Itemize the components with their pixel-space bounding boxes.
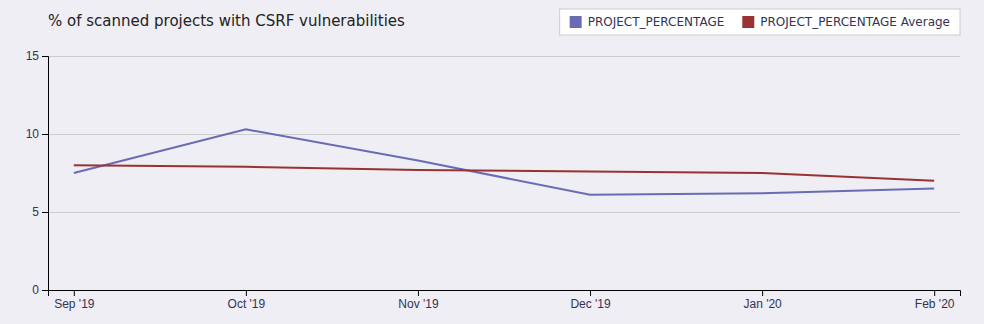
- y-tick-mark: [42, 290, 48, 291]
- y-tick-label: 5: [32, 205, 39, 219]
- x-tick-mark: [246, 290, 247, 296]
- grid-tick: [48, 212, 960, 213]
- grid-tick: [48, 134, 960, 135]
- legend-label: PROJECT_PERCENTAGE: [588, 15, 725, 29]
- chart-container: 0 5 10 15 Sep '19 Oct '19 Nov '19 Dec '19 Jan '2…: [0, 0, 984, 324]
- grid-tick: [48, 56, 960, 57]
- x-tick-label: Feb '20: [915, 297, 955, 311]
- y-tick-mark: [42, 56, 48, 57]
- x-tick: Feb '20: [915, 290, 955, 311]
- y-axis: 0 5 10 15: [26, 49, 49, 297]
- y-tick-mark: [42, 134, 48, 135]
- grid-line: [48, 134, 960, 135]
- chart-svg: 0 5 10 15 Sep '19 Oct '19 Nov '19 Dec '19 Jan '2…: [0, 0, 984, 324]
- x-tick-label: Jan '20: [743, 297, 782, 311]
- y-tick: 10: [26, 127, 48, 141]
- x-tick: Jan '20: [743, 290, 782, 311]
- plot-area: [74, 129, 934, 195]
- y-tick-label: 10: [26, 127, 40, 141]
- y-tick: 5: [32, 205, 48, 219]
- y-tick: 15: [26, 49, 48, 63]
- legend-frame: [560, 9, 960, 35]
- y-tick-mark: [42, 212, 48, 213]
- x-tick: Nov '19: [398, 290, 439, 311]
- x-tick-label: Sep '19: [54, 297, 95, 311]
- x-tick-label: Oct '19: [228, 297, 266, 311]
- legend-item: PROJECT_PERCENTAGE Average: [742, 15, 950, 29]
- y-tick: 0: [32, 283, 48, 297]
- x-tick-label: Dec '19: [570, 297, 611, 311]
- series-line: [74, 129, 934, 195]
- legend: PROJECT_PERCENTAGE PROJECT_PERCENTAGE Ave…: [560, 9, 960, 35]
- legend-label: PROJECT_PERCENTAGE Average: [760, 15, 950, 29]
- grid: [48, 57, 960, 291]
- x-tick-label: Nov '19: [398, 297, 439, 311]
- background: [0, 0, 984, 324]
- legend-item: PROJECT_PERCENTAGE: [570, 15, 725, 29]
- x-tick-mark: [762, 290, 763, 296]
- x-tick-mark: [934, 290, 935, 296]
- legend-swatch: [742, 16, 754, 28]
- y-axis-line: [42, 57, 49, 291]
- chart-title: % of scanned projects with CSRF vulnerab…: [48, 12, 405, 30]
- x-axis-line: [49, 291, 961, 297]
- y-tick-label: 0: [32, 283, 39, 297]
- x-axis: Sep '19 Oct '19 Nov '19 Dec '19 Jan '20 Feb '…: [49, 290, 961, 311]
- x-tick: Sep '19: [54, 290, 95, 311]
- x-tick-mark: [590, 290, 591, 296]
- grid-line: [48, 56, 960, 57]
- x-tick-mark: [74, 290, 75, 296]
- x-tick: Oct '19: [228, 290, 266, 311]
- y-tick-label: 15: [26, 49, 40, 63]
- legend-swatch: [570, 16, 582, 28]
- grid-line: [48, 212, 960, 213]
- x-tick-mark: [418, 290, 419, 296]
- series-line: [74, 165, 934, 181]
- x-tick: Dec '19: [570, 290, 611, 311]
